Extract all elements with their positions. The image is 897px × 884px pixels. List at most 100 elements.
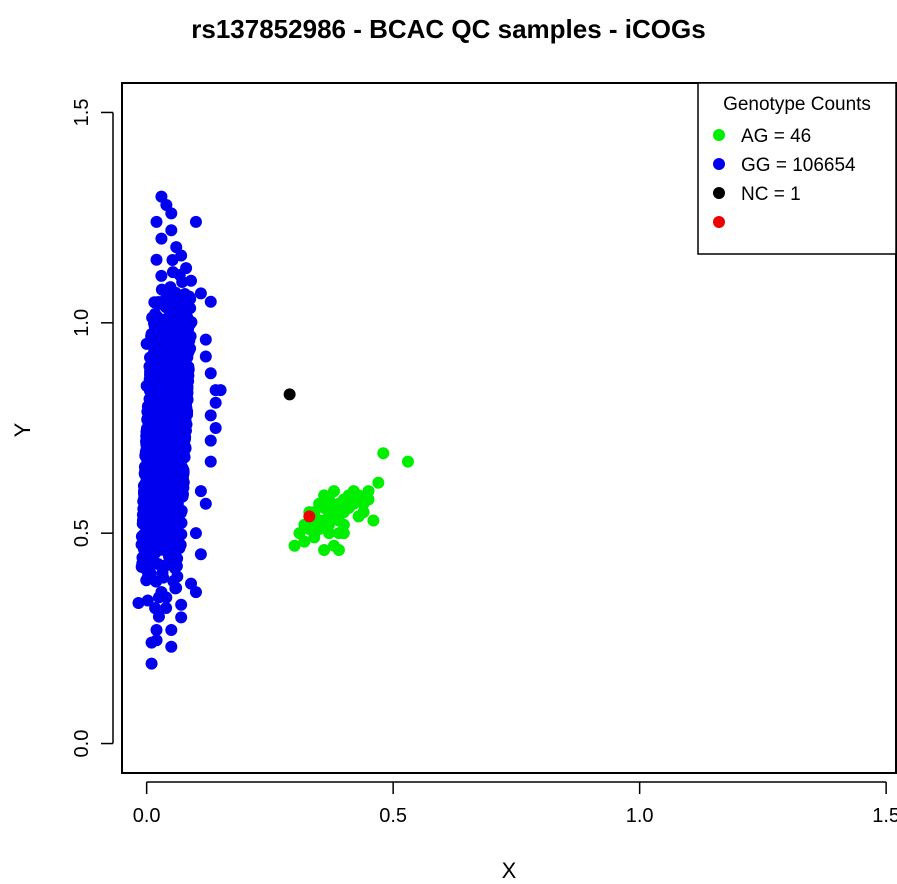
data-point	[199, 350, 212, 363]
gg-point	[174, 327, 187, 340]
gg-point	[132, 596, 145, 609]
gg-point	[152, 523, 165, 536]
data-point	[327, 485, 340, 498]
gg-point	[173, 368, 186, 381]
data-point	[199, 333, 212, 346]
data-point	[140, 443, 153, 456]
data-point	[194, 548, 207, 561]
data-point	[209, 396, 222, 409]
gg-point	[176, 472, 189, 485]
data-point	[214, 384, 227, 397]
data-point	[180, 262, 193, 275]
y-tick-label: 1.0	[71, 309, 93, 337]
data-point	[140, 379, 153, 392]
gg-point	[141, 594, 154, 607]
legend-label: NC = 1	[741, 184, 801, 205]
gg-point	[166, 522, 179, 535]
gg-point	[169, 357, 182, 370]
y-axis: 0.0 0.5 1.0 1.5	[71, 99, 114, 757]
gg-point	[167, 339, 180, 352]
legend-label: AG = 46	[741, 126, 811, 147]
y-axis-label: Y	[10, 422, 35, 437]
x-tick-label: 1.5	[872, 805, 897, 827]
legend-entries: AG = 46 GG = 106654 NC = 1	[713, 126, 856, 228]
gg-point	[161, 535, 174, 548]
gg-point	[177, 449, 190, 462]
gg-point	[153, 484, 166, 497]
gg-point	[148, 296, 161, 309]
data-point	[194, 287, 207, 300]
data-point	[283, 388, 296, 401]
gg-point	[164, 400, 177, 413]
gg-point	[152, 610, 165, 623]
gg-point	[156, 501, 169, 514]
legend: Genotype Counts AG = 46 GG = 106654 NC = 1	[697, 82, 897, 255]
data-point	[372, 476, 385, 489]
chart-title: rs137852986 - BCAC QC samples - iCOGs	[191, 14, 706, 44]
legend-marker	[713, 158, 725, 170]
x-tick-label: 0.5	[379, 805, 407, 827]
x-tick-label: 1.0	[626, 805, 654, 827]
gg-cluster	[132, 254, 198, 647]
data-point	[165, 224, 178, 237]
data-point	[145, 476, 158, 489]
data-point	[150, 253, 163, 266]
gg-point	[154, 422, 167, 435]
gg-point	[168, 511, 181, 524]
y-tick-label: 1.5	[71, 99, 93, 127]
gg-point	[147, 414, 160, 427]
data-point	[140, 535, 153, 548]
legend-marker	[713, 216, 725, 228]
data-point	[175, 598, 188, 611]
data-point	[318, 544, 331, 557]
x-axis: 0.0 0.5 1.0 1.5	[133, 781, 897, 827]
data-point	[362, 485, 375, 498]
data-point	[209, 422, 222, 434]
gg-point	[174, 538, 187, 551]
data-point	[367, 514, 380, 527]
gg-point	[169, 382, 182, 395]
data-point	[175, 611, 188, 624]
data-point	[150, 623, 163, 636]
data-point	[185, 274, 198, 287]
data-point	[145, 657, 158, 670]
data-point	[165, 640, 178, 653]
data-point	[204, 455, 217, 468]
gg-point	[148, 557, 161, 570]
gg-point	[169, 426, 182, 439]
gg-point	[153, 441, 166, 454]
gg-point	[135, 560, 148, 573]
x-tick-label: 0.0	[133, 805, 161, 827]
gg-point	[145, 456, 158, 469]
data-point	[150, 215, 163, 228]
data-point	[199, 497, 212, 510]
gg-point	[152, 371, 165, 384]
gg-point	[140, 574, 153, 587]
gg-point	[171, 485, 184, 498]
data-point	[165, 207, 178, 220]
data-point	[140, 337, 153, 350]
gg-point	[157, 464, 170, 477]
data-point	[401, 455, 414, 468]
gg-point	[181, 341, 194, 354]
gg-point	[171, 552, 184, 565]
gg-point	[166, 451, 179, 464]
data-point	[357, 506, 370, 519]
gg-point	[168, 562, 181, 575]
gg-point	[136, 551, 149, 564]
data-point	[189, 527, 202, 540]
gg-point	[163, 310, 176, 323]
gg-point	[152, 337, 165, 350]
gg-point	[149, 359, 162, 372]
data-point	[342, 501, 355, 514]
gg-point	[160, 601, 173, 614]
data-point	[318, 489, 331, 502]
data-point	[189, 586, 202, 599]
data-point	[327, 501, 340, 514]
gg-point	[171, 416, 184, 429]
gg-point	[145, 398, 158, 411]
data-point	[298, 535, 311, 548]
legend-marker	[713, 129, 725, 141]
gg-point	[139, 496, 152, 509]
